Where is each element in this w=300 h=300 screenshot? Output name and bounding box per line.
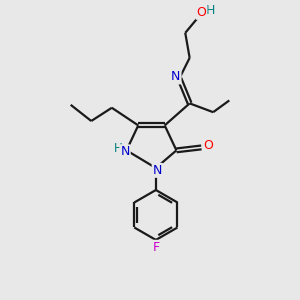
Text: H: H <box>114 142 123 154</box>
Text: F: F <box>152 241 159 254</box>
Text: N: N <box>171 70 181 83</box>
Text: N: N <box>153 164 162 177</box>
Text: O: O <box>203 140 213 152</box>
Text: H: H <box>206 4 215 17</box>
Text: O: O <box>196 6 206 19</box>
Text: N: N <box>120 145 130 158</box>
